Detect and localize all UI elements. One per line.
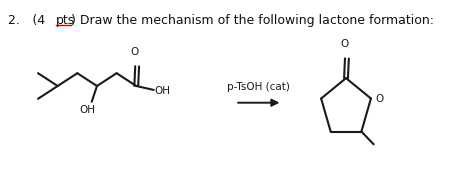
Text: pts: pts	[56, 14, 76, 27]
Text: O: O	[375, 95, 383, 104]
Text: OH: OH	[80, 105, 96, 115]
Text: ) Draw the mechanism of the following lactone formation:: ) Draw the mechanism of the following la…	[71, 14, 434, 27]
Text: 2. (4: 2. (4	[9, 14, 49, 27]
Text: O: O	[130, 48, 139, 57]
Text: O: O	[340, 39, 348, 49]
Text: OH: OH	[155, 86, 171, 96]
Text: p-TsOH (cat): p-TsOH (cat)	[228, 82, 290, 92]
